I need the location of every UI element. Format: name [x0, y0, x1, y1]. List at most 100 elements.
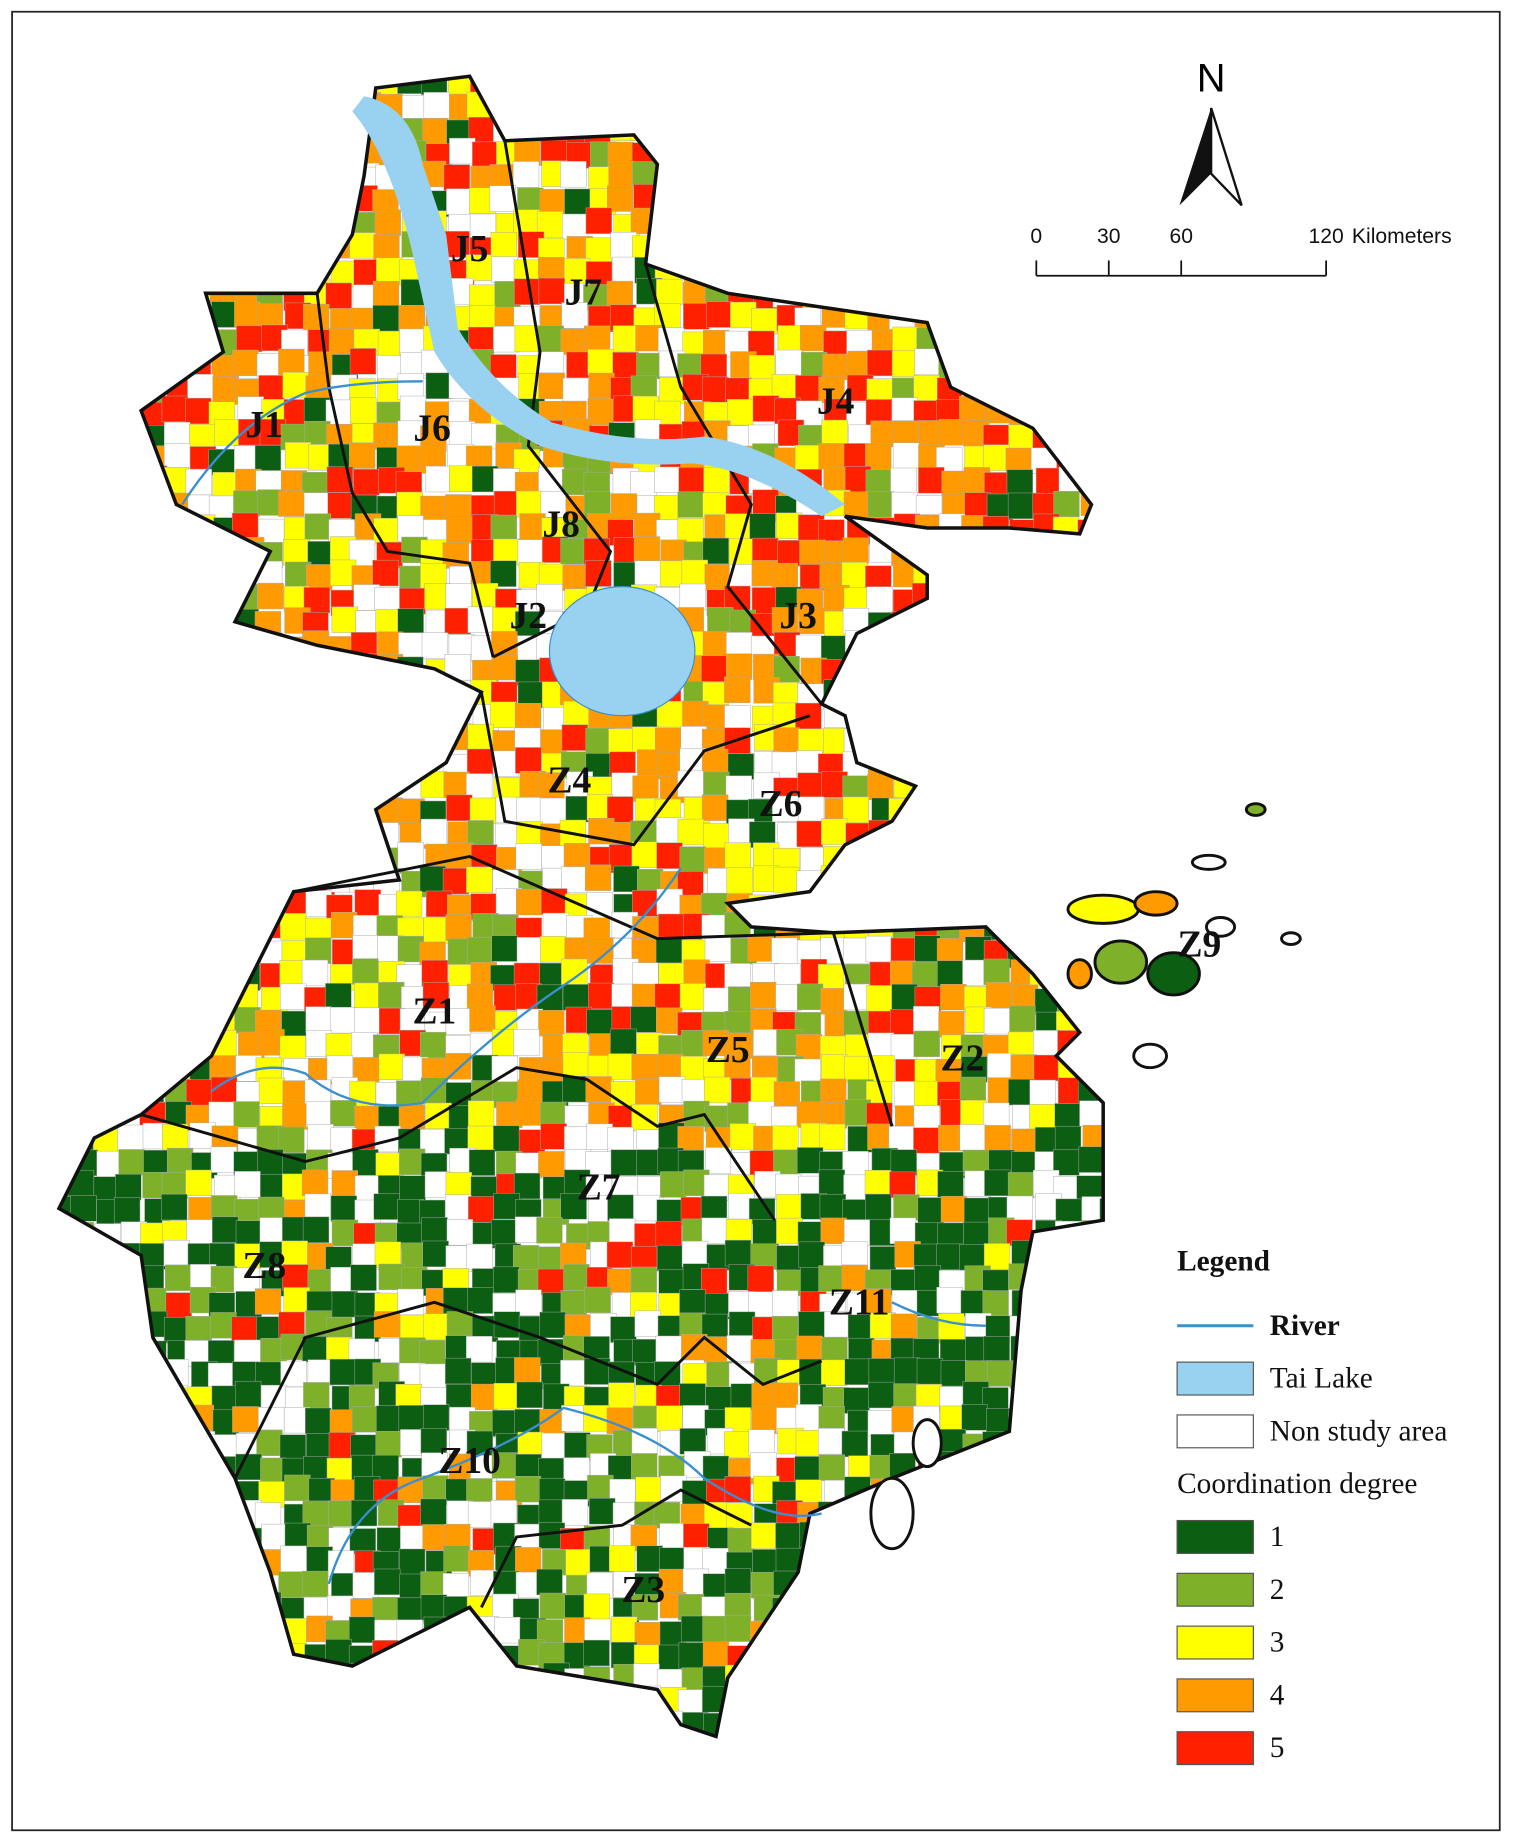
map-cell — [821, 419, 848, 447]
map-cell — [586, 1009, 613, 1036]
map-cell — [819, 1194, 846, 1221]
map-cell — [796, 983, 824, 1010]
map-cell — [327, 492, 354, 519]
map-cell — [284, 1474, 311, 1502]
map-cell — [916, 1358, 944, 1385]
map-cell — [1078, 1146, 1104, 1173]
map-cell — [563, 1264, 590, 1291]
map-cell — [372, 280, 400, 308]
map-cell — [659, 560, 687, 587]
map-cell — [374, 209, 401, 236]
map-cell — [608, 1382, 635, 1409]
map-cell — [634, 1310, 661, 1337]
map-cell — [678, 467, 705, 494]
map-cell — [492, 607, 519, 634]
map-cell — [704, 564, 731, 591]
map-cell — [775, 1522, 802, 1549]
map-cell — [540, 491, 567, 518]
map-cell — [702, 492, 729, 519]
legend-swatch — [1176, 1572, 1254, 1607]
map-cell — [777, 540, 804, 567]
map-cell — [515, 843, 542, 870]
map-cell — [702, 794, 729, 821]
map-cell — [748, 354, 776, 382]
map-cell — [373, 234, 400, 261]
map-cell — [538, 277, 565, 305]
map-cell — [165, 1264, 192, 1291]
map-cell — [349, 442, 376, 469]
map-cell — [234, 301, 261, 328]
map-cell — [1033, 1030, 1060, 1057]
region-label: Z10 — [438, 1441, 501, 1482]
map-cell — [283, 1287, 310, 1314]
map-cell — [375, 257, 403, 284]
map-cell — [913, 1127, 940, 1154]
map-cell — [987, 1360, 1014, 1387]
map-cell — [329, 1358, 356, 1386]
map-cell — [354, 982, 381, 1009]
map-cell — [937, 960, 964, 987]
map-cell — [163, 1240, 190, 1267]
region-label: Z11 — [829, 1282, 890, 1323]
map-cell — [842, 796, 869, 823]
map-cell — [331, 1291, 359, 1318]
map-cell — [587, 349, 614, 376]
map-cell — [560, 161, 587, 188]
map-cell — [536, 1568, 563, 1596]
map-cell — [864, 1170, 892, 1197]
map-cell — [375, 1152, 402, 1179]
map-cell — [679, 1289, 706, 1316]
map-cell — [865, 443, 892, 470]
map-cell — [472, 141, 499, 168]
map-cell — [865, 469, 892, 496]
map-cell — [612, 325, 640, 352]
map-cell — [843, 937, 870, 965]
map-cell — [539, 1592, 566, 1620]
map-cell — [280, 1545, 307, 1572]
map-cell — [113, 1197, 141, 1224]
map-cell — [865, 1193, 892, 1221]
map-cell — [466, 1478, 493, 1505]
map-cell — [491, 935, 518, 962]
map-cell — [493, 1125, 520, 1152]
map-cell — [400, 1525, 427, 1552]
map-cell — [795, 1404, 822, 1431]
map-cell — [233, 490, 260, 517]
region-label: J1 — [246, 405, 284, 446]
map-cell — [214, 419, 241, 446]
map-cell — [301, 959, 329, 987]
map-cell — [914, 1080, 941, 1108]
map-cell — [747, 935, 774, 962]
map-cell — [963, 1197, 991, 1225]
map-cell — [678, 1642, 705, 1669]
legend-swatch — [1176, 1625, 1254, 1660]
map-cell — [470, 1383, 498, 1411]
map-cell — [984, 1169, 1011, 1196]
map-cell — [869, 1246, 897, 1273]
map-cell — [892, 442, 920, 469]
map-cell — [562, 1052, 590, 1079]
map-cell — [635, 1078, 662, 1105]
map-cell — [422, 118, 449, 145]
map-cell — [607, 185, 634, 212]
map-cell — [493, 1266, 520, 1293]
map-cell — [866, 985, 893, 1012]
map-cell — [821, 818, 848, 845]
map-cell — [420, 495, 447, 523]
map-cell — [185, 397, 212, 425]
map-cell — [354, 889, 381, 916]
map-cell — [233, 1101, 260, 1128]
map-cell — [844, 1358, 871, 1385]
region-label: Z9 — [1177, 925, 1221, 966]
map-cell — [491, 256, 518, 283]
map-cell — [562, 564, 589, 591]
map-cell — [794, 444, 822, 472]
map-cell — [725, 653, 753, 680]
map-cell — [397, 608, 424, 635]
map-cell — [281, 1010, 308, 1038]
map-cell — [750, 982, 777, 1009]
map-cell — [446, 1311, 474, 1338]
map-cell — [467, 820, 494, 847]
